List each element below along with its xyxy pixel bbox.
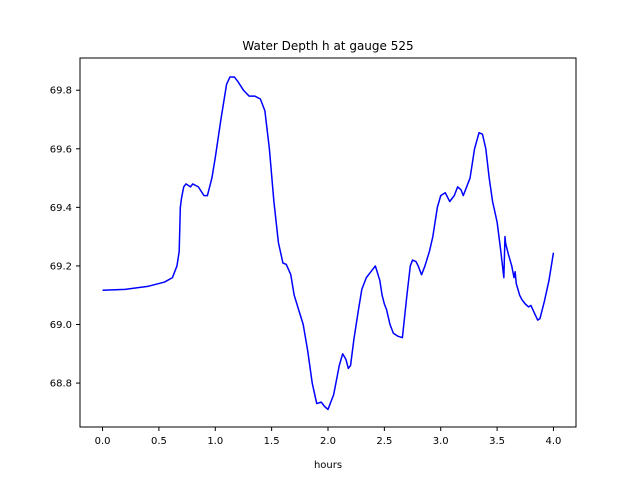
y-axis: 68.8 69.0 69.2 69.4 69.6 69.8 bbox=[50, 86, 80, 390]
x-tick-label: 1.0 bbox=[207, 436, 223, 447]
x-tick-label: 1.5 bbox=[264, 436, 280, 447]
chart-title: Water Depth h at gauge 525 bbox=[242, 39, 413, 53]
y-tick-label: 68.8 bbox=[50, 379, 72, 390]
x-tick-label: 3.5 bbox=[489, 436, 505, 447]
x-axis-label: hours bbox=[314, 460, 342, 471]
series-layer bbox=[102, 76, 555, 411]
x-tick-label: 2.0 bbox=[320, 436, 336, 447]
y-tick-label: 69.0 bbox=[50, 320, 72, 331]
x-tick-label: 0.5 bbox=[151, 436, 167, 447]
y-tick-label: 69.6 bbox=[50, 144, 72, 155]
x-tick-label: 0.0 bbox=[95, 436, 111, 447]
x-tick-label: 4.0 bbox=[546, 436, 562, 447]
x-axis: 0.0 0.5 1.0 1.5 2.0 2.5 3.0 3.5 4.0 bbox=[95, 427, 562, 447]
x-tick-label: 3.0 bbox=[433, 436, 449, 447]
series-line bbox=[102, 76, 555, 411]
y-tick-label: 69.4 bbox=[50, 203, 72, 214]
y-tick-label: 69.8 bbox=[50, 86, 72, 97]
x-tick-label: 2.5 bbox=[376, 436, 392, 447]
y-tick-label: 69.2 bbox=[50, 261, 72, 272]
